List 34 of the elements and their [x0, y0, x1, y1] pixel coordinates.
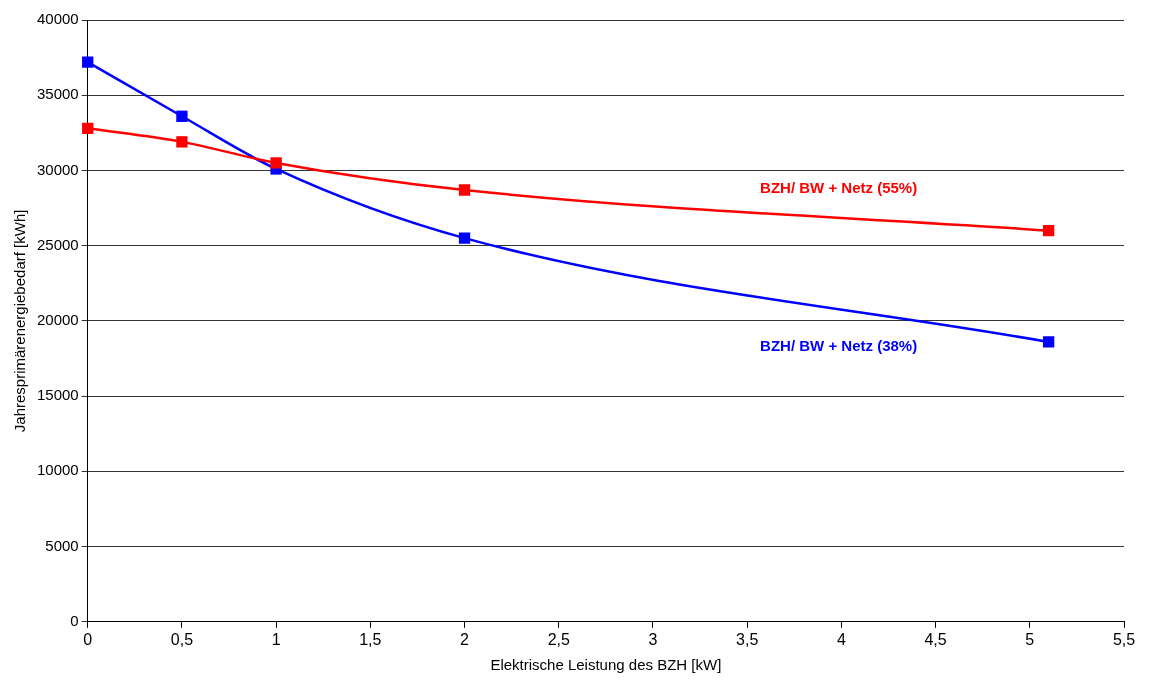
y-tick-label: 25000	[36, 235, 79, 253]
x-tick-label: 1	[271, 630, 281, 648]
series-label: BZH/ BW + Netz (38%)	[760, 337, 918, 355]
x-tick-label: 5,5	[1112, 630, 1136, 648]
y-tick-label: 20000	[36, 311, 79, 329]
x-tick-label: 0	[83, 630, 93, 648]
x-tick-label: 2,5	[547, 630, 570, 648]
x-tick-label: 0,5	[170, 630, 194, 648]
y-tick-label: 30000	[36, 160, 79, 178]
y-tick-label: 15000	[36, 386, 79, 404]
point	[176, 136, 188, 148]
x-tick-label: 4	[836, 630, 846, 648]
point	[82, 56, 94, 68]
point	[1042, 224, 1055, 237]
y-tick-label: 40000	[36, 10, 79, 28]
x-tick-label: 3	[648, 630, 658, 648]
point	[458, 184, 471, 196]
y-tick-label: 0	[70, 611, 79, 629]
point	[270, 157, 282, 169]
y-tick-label: 35000	[36, 85, 79, 103]
x-axis-title: Elektrische Leistung des BZH [kW]	[490, 656, 722, 674]
y-tick-label: 10000	[36, 461, 79, 479]
y-axis-title: Jahresprimärenergiebedarf [kWh]	[11, 209, 29, 433]
y-tick-label: 5000	[45, 536, 79, 554]
point	[176, 110, 188, 122]
x-tick-label: 3,5	[736, 630, 759, 648]
series-label: BZH/ BW + Netz (55%)	[760, 178, 918, 196]
x-tick-label: 2	[460, 630, 470, 648]
point	[82, 122, 94, 134]
x-tick-label: 4,5	[924, 630, 947, 648]
x-tick-label: 5	[1025, 630, 1035, 648]
point	[458, 232, 471, 244]
x-tick-label: 1,5	[359, 630, 382, 648]
point	[1042, 336, 1055, 348]
